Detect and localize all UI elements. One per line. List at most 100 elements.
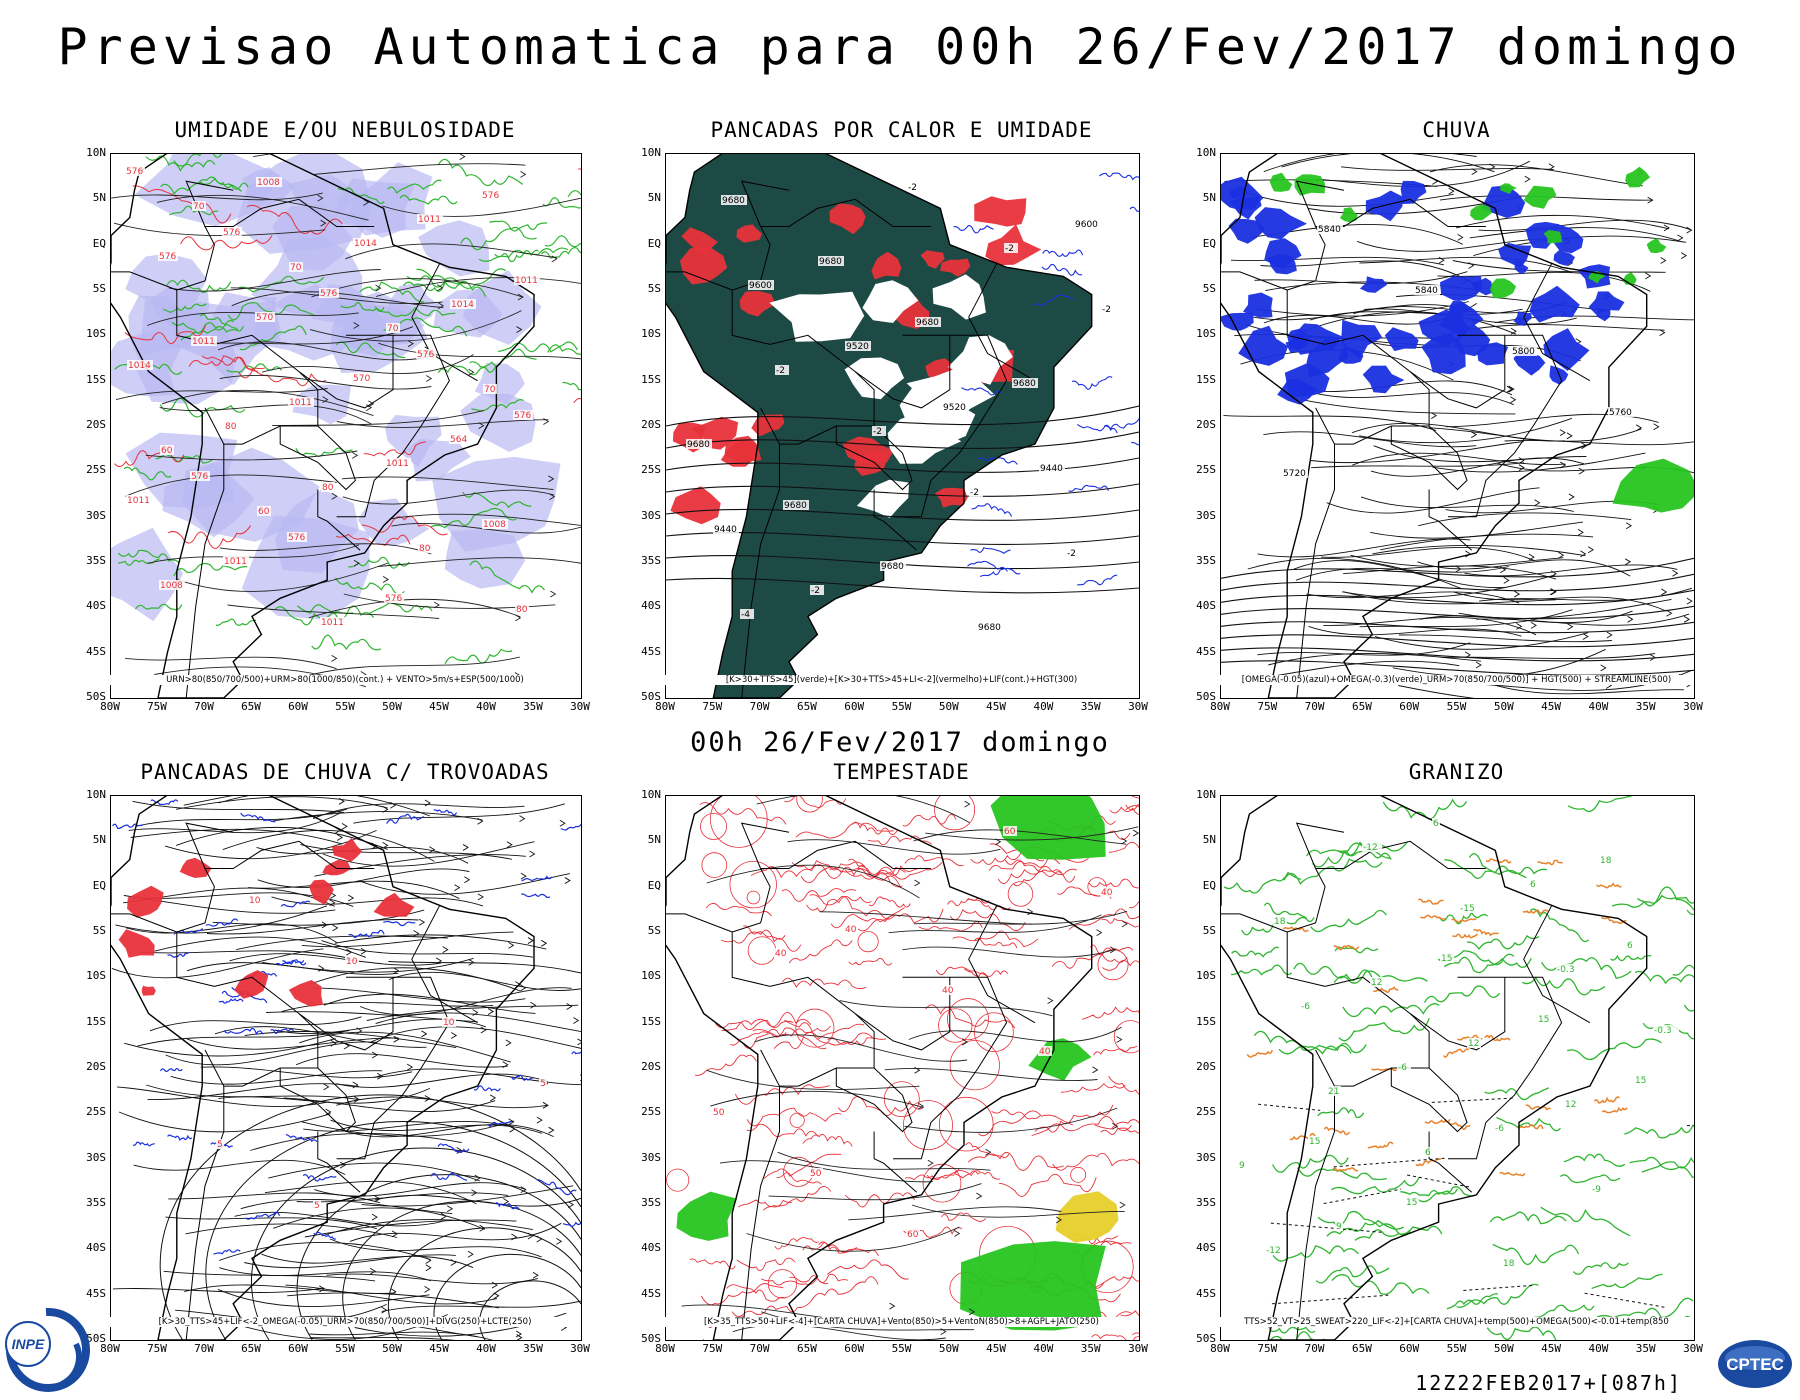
panel-1-contour-label: 576 bbox=[223, 228, 240, 238]
panel-2-contour-label: -2 bbox=[1067, 549, 1076, 559]
panel-3-lat-label: 40S bbox=[1196, 599, 1216, 613]
panel-4-lat-label: 5N bbox=[92, 833, 106, 847]
panel-1-contour-label: 1014 bbox=[451, 300, 474, 310]
panel-3-map: 5840 5840 5800 5760 5720 bbox=[1220, 153, 1695, 699]
panel-4-lon-label: 35W bbox=[523, 1342, 543, 1355]
panel-1-lon-label: 65W bbox=[241, 700, 261, 713]
panel-6-contour-label: -6 bbox=[1495, 1124, 1504, 1134]
panel-4-contour-label: 5 bbox=[540, 1079, 546, 1089]
panel-2-contour-label: -2 bbox=[970, 488, 979, 498]
panel-1-lon-label: 70W bbox=[194, 700, 214, 713]
panel-4-contour-label: 5 bbox=[314, 1201, 320, 1211]
panel-5-lat-label: 20S bbox=[641, 1060, 661, 1073]
panel-3-lon-label: 60W bbox=[1399, 700, 1420, 713]
panel-1-lon-label: 40W bbox=[476, 700, 496, 713]
panel-6-lat-label: 50S bbox=[1196, 1332, 1216, 1345]
panel-4-contour-label: 10 bbox=[443, 1018, 455, 1028]
panel-6-contour-label: 6 bbox=[1530, 880, 1536, 890]
panel-4-lat-label: 5S bbox=[92, 924, 106, 937]
panel-1-lat-label: 35S bbox=[86, 554, 106, 567]
panel-6-contour-label: 9 bbox=[1239, 1161, 1245, 1171]
panel-6-contour-label: 12 bbox=[1565, 1100, 1576, 1110]
panel-2-lon-label: 35W bbox=[1080, 700, 1101, 713]
panel-3-lat-label: 20S bbox=[1196, 418, 1216, 431]
panel-3-lat-label: 25S bbox=[1196, 463, 1216, 477]
panel-3-lat-label: 30S bbox=[1196, 508, 1216, 522]
panel-2-lat-label: 40S bbox=[641, 599, 661, 613]
inpe-logo-text: INPE bbox=[12, 1336, 45, 1352]
panel-6-lat-label: 10N bbox=[1196, 788, 1216, 801]
panel-1-lat-label: 5N bbox=[92, 191, 106, 205]
panel-5-lon-label: 35W bbox=[1080, 1342, 1101, 1355]
panel-2-contour-label: -2 bbox=[1005, 244, 1014, 254]
panel-4-title: PANCADAS DE CHUVA C/ TROVOADAS bbox=[140, 760, 550, 784]
panel-5-lat-label: 25S bbox=[641, 1105, 661, 1119]
panel-4-lon-label: 60W bbox=[288, 1342, 308, 1355]
panel-3-lat-label: 35S bbox=[1196, 554, 1216, 567]
panel-4-lat-label: 10S bbox=[86, 969, 106, 983]
panel-1-lon-label: 75W bbox=[147, 700, 167, 713]
panel-2-map: 9680 9680 9680 9680 9680 9680 9680 9680 9600 9600… bbox=[665, 153, 1140, 699]
panel-5-lat-label: 50S bbox=[641, 1332, 661, 1345]
panel-1-lat-label: 10N bbox=[86, 146, 106, 159]
panel-1-legend: URN>80(850/700/500)+URM>80(1000/850)(con… bbox=[110, 675, 580, 685]
panel-5-lon-label: 45W bbox=[986, 1342, 1007, 1355]
panel-2-contour-label: 9600 bbox=[1075, 220, 1098, 230]
panel-3-lon-label: 65W bbox=[1351, 700, 1372, 713]
panel-2-contour-label: -2 bbox=[873, 427, 882, 437]
panel-4-lon-label: 80W bbox=[100, 1342, 120, 1355]
panel-6-contour-label: -12 bbox=[1266, 1246, 1281, 1256]
panel-6-contour-label: 6 bbox=[1627, 941, 1633, 951]
panel-3-title: CHUVA bbox=[1422, 118, 1491, 142]
panel-4-lat-label: 10N bbox=[86, 788, 106, 801]
mid-date: 00h 26/Fev/2017 domingo bbox=[690, 727, 1110, 758]
panel-1-lon-label: 50W bbox=[382, 700, 402, 713]
panel-5-lon-label: 80W bbox=[655, 1342, 675, 1355]
panel-2-lat-label: EQ bbox=[647, 236, 661, 250]
panel-4-lon-label: 40W bbox=[476, 1342, 496, 1355]
panel-6-contour-label: 15 bbox=[1538, 1015, 1549, 1025]
panel-5-contour-label: 50 bbox=[713, 1108, 725, 1118]
panel-2-contour-label: 9440 bbox=[1040, 464, 1063, 474]
panel-3-lat-label: 50S bbox=[1196, 690, 1216, 703]
panel-1-contour-label: 576 bbox=[417, 350, 434, 360]
panel-6-contour-label: 18 bbox=[1274, 917, 1286, 927]
panel-6-contour-label: 15 bbox=[1309, 1137, 1320, 1147]
panel-6-contour-label: 6 bbox=[1425, 1148, 1431, 1158]
panel-5-title: TEMPESTADE bbox=[833, 760, 970, 784]
panel-2-contour-label: -2 bbox=[811, 586, 820, 596]
panel-2-lat-label: 35S bbox=[641, 554, 661, 567]
panel-6-legend: TTS>52_VT>25_SWEAT>220_LIF<-2]+[CARTA CH… bbox=[1220, 1317, 1693, 1327]
panel-3-legend: [OMEGA(-0.05)(azul)+OMEGA(-0.3)(verde)_U… bbox=[1220, 675, 1693, 685]
panel-4-legend: [K>30_TTS>45+LIF<-2_OMEGA(-0.05)_URM>70(… bbox=[110, 1317, 580, 1327]
panel-2-lon-label: 75W bbox=[702, 700, 723, 713]
panel-6-map: 15 15 15 15 15 18 18 18 12 12 12 9 9 6 6 6 -6 -6 -6 -9 -12 -1… bbox=[1220, 795, 1695, 1341]
panel-2-contour-label: 9680 bbox=[784, 501, 807, 511]
panel-1-contour-label: 70 bbox=[290, 263, 302, 273]
panel-2-title: PANCADAS POR CALOR E UMIDADE bbox=[710, 118, 1093, 142]
panel-6-lon-label: 55W bbox=[1446, 1342, 1467, 1355]
panel-1-contour-label: 70 bbox=[193, 202, 205, 212]
panel-4-lon-label: 55W bbox=[335, 1342, 355, 1355]
panel-2-legend: [K>30+TTS>45](verde)+[K>30+TTS>45+LI<-2]… bbox=[665, 675, 1138, 685]
panel-3-lon-label: 45W bbox=[1541, 700, 1562, 713]
run-label: 12Z22FEB2017+[087h] bbox=[1415, 1371, 1682, 1395]
panel-5-lat-label: EQ bbox=[647, 878, 661, 892]
panel-6-contour-label: 15 bbox=[1635, 1076, 1646, 1086]
panel-5-lon-label: 40W bbox=[1033, 1342, 1054, 1355]
panel-1-contour-label: 1014 bbox=[354, 239, 377, 249]
panel-5-lon-label: 60W bbox=[844, 1342, 865, 1355]
cptec-logo: CPTEC bbox=[1718, 1340, 1792, 1388]
panel-1-contour-label: 60 bbox=[161, 446, 173, 456]
panel-5-contour-label: 40 bbox=[1101, 888, 1113, 898]
panel-3-lat-label: EQ bbox=[1202, 236, 1216, 250]
panel-2-lon-label: 40W bbox=[1033, 700, 1054, 713]
panel-6-contour-label: 12 bbox=[1371, 978, 1382, 988]
panel-1-lon-label: 30W bbox=[570, 700, 590, 713]
panel-1-contour-label: 80 bbox=[419, 544, 431, 554]
panel-1-contour-label: 1011 bbox=[289, 398, 312, 408]
panel-3-lat-label: 10S bbox=[1196, 327, 1216, 341]
panel-5-lat-label: 15S bbox=[641, 1014, 661, 1028]
panel-1-contour-label: 60 bbox=[258, 507, 270, 517]
panel-1-map: 576 576 576 576 576 576 576 576 576 576 570 570 564 1… bbox=[110, 153, 582, 699]
